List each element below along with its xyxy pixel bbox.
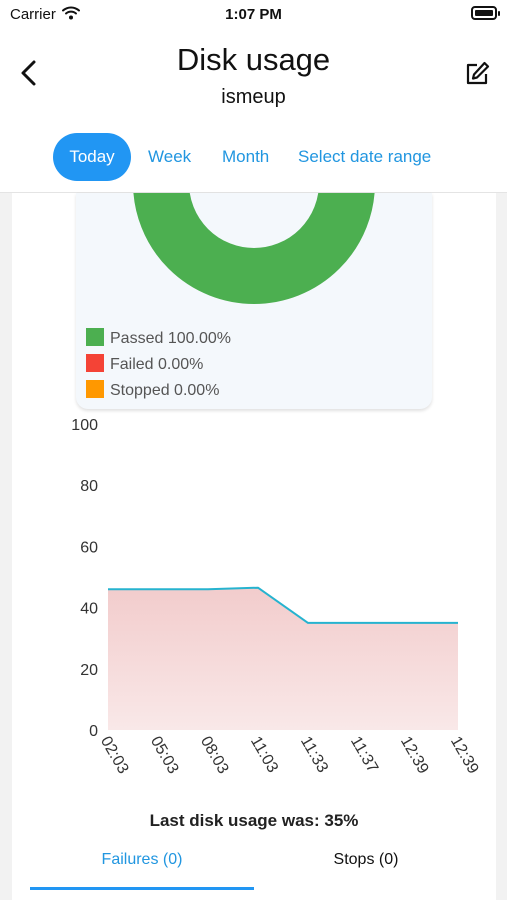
- x-tick-label: 11:03: [247, 734, 281, 776]
- x-tick-label: 02:03: [97, 734, 132, 777]
- donut-chart: [133, 193, 375, 304]
- tab-today[interactable]: Today: [53, 133, 131, 181]
- y-tick-label: 0: [89, 723, 98, 740]
- x-tick-label: 12:39: [447, 734, 482, 777]
- back-arrow-icon[interactable]: [14, 58, 44, 88]
- battery-icon: [471, 6, 500, 20]
- x-tick-label: 12:39: [397, 734, 432, 777]
- active-tab-indicator: [30, 887, 254, 890]
- last-usage-summary: Last disk usage was: 35%: [149, 811, 359, 830]
- area-fill: [108, 587, 458, 730]
- legend-item-stopped: Stopped 0.00%: [86, 380, 219, 400]
- donut-slice-passed: [133, 193, 375, 304]
- header: Disk usage ismeup Today Week Month Selec…: [0, 30, 507, 193]
- legend-swatch-passed: [86, 328, 104, 346]
- x-tick-label: 08:03: [197, 734, 232, 777]
- legend-swatch-failed: [86, 354, 104, 372]
- y-tick-label: 80: [80, 478, 98, 495]
- date-range-tabs: Today Week Month Select date range: [0, 133, 507, 181]
- tab-month[interactable]: Month: [222, 147, 270, 166]
- x-tick-label: 11:33: [297, 734, 331, 776]
- tab-stops[interactable]: Stops (0): [333, 851, 399, 868]
- y-tick-label: 40: [80, 601, 98, 618]
- legend-item-failed: Failed 0.00%: [86, 354, 203, 374]
- legend-label-stopped: Stopped 0.00%: [110, 382, 220, 399]
- y-tick-label: 20: [80, 662, 98, 679]
- carrier-label: Carrier: [10, 6, 56, 23]
- legend-swatch-stopped: [86, 380, 104, 398]
- status-time: 1:07 PM: [225, 6, 282, 23]
- disk-usage-line-chart: 0 20 40 60 80 100 02:03 05:03 08:03 11:03 11:33 11:…: [71, 417, 482, 777]
- legend-label-failed: Failed 0.00%: [110, 356, 204, 373]
- page-subtitle: ismeup: [221, 86, 286, 108]
- status-bar: Carrier 1:07 PM: [0, 0, 507, 30]
- series-line: [108, 586, 458, 624]
- status-card: Passed 100.00% Failed 0.00% Stopped 0.00…: [76, 193, 432, 409]
- legend-item-passed: Passed 100.00%: [86, 328, 231, 348]
- tab-select-date-range[interactable]: Select date range: [298, 147, 432, 166]
- wifi-icon: [62, 6, 80, 20]
- y-tick-label: 100: [71, 417, 98, 434]
- edit-icon[interactable]: [463, 60, 491, 88]
- legend-label-passed: Passed 100.00%: [110, 330, 231, 347]
- y-tick-label: 60: [80, 539, 98, 556]
- tab-week[interactable]: Week: [148, 147, 192, 166]
- page-title: Disk usage: [176, 42, 331, 77]
- x-tick-label: 11:37: [347, 734, 381, 776]
- x-tick-label: 05:03: [147, 734, 182, 777]
- content-panel[interactable]: Passed 100.00% Failed 0.00% Stopped 0.00…: [12, 193, 496, 900]
- tab-failures[interactable]: Failures (0): [101, 851, 183, 868]
